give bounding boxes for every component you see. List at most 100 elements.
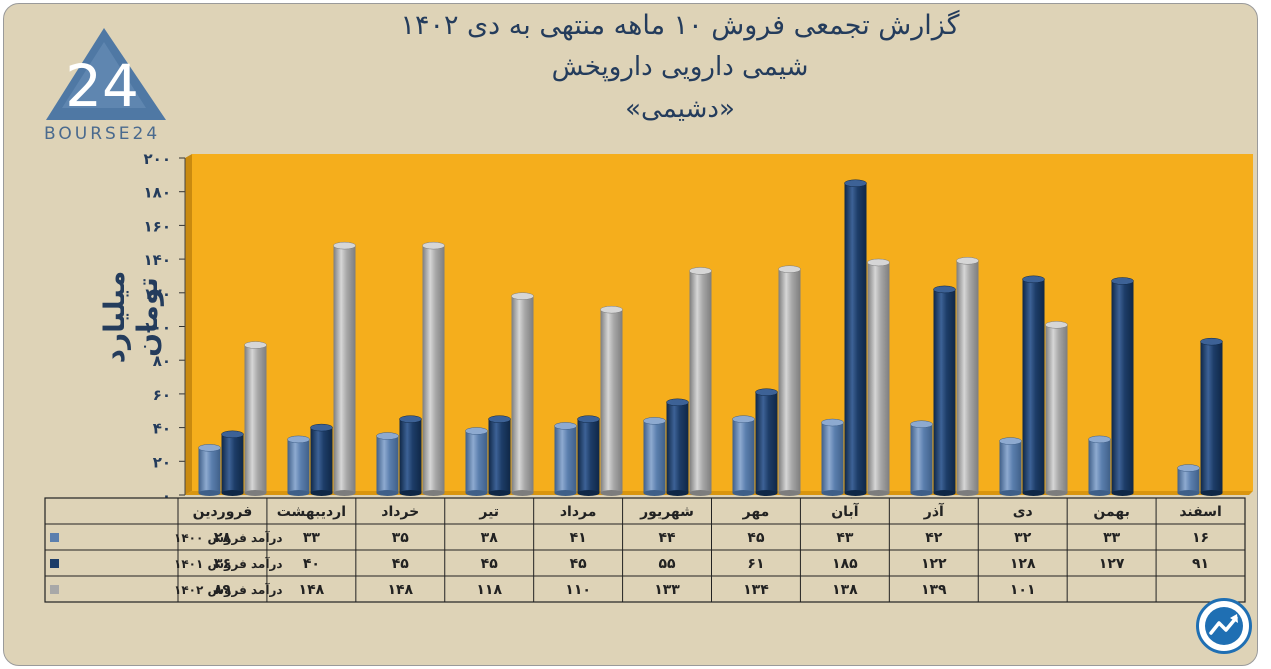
bar-cap (867, 258, 890, 267)
bar (287, 439, 310, 493)
bar (933, 289, 956, 493)
legend-label: درآمد فروش ۱۴۰۱ (174, 556, 283, 572)
bar-base (1088, 490, 1111, 496)
bar-base (244, 490, 267, 496)
bar-cap (198, 444, 221, 452)
category-label: اسفند (1179, 504, 1221, 520)
data-label: ۴۴ (658, 530, 676, 546)
bar-base (689, 490, 712, 496)
y-tick-label: ۶۰ (153, 386, 171, 404)
category-label: مهر (742, 504, 770, 520)
bar-cap (465, 427, 488, 435)
bar (778, 269, 801, 493)
data-label: ۱۲۷ (1099, 556, 1125, 572)
bar-base (554, 490, 577, 496)
bar-cap (511, 292, 534, 300)
bar-cap (821, 418, 844, 427)
bar (821, 422, 844, 493)
bar-base (933, 490, 956, 496)
bar-base (310, 490, 333, 496)
bar-base (643, 490, 666, 496)
data-label: ۳۸ (481, 530, 499, 546)
data-label: ۱۴۸ (387, 582, 413, 598)
trend-arrow-icon (1205, 607, 1243, 645)
bar (310, 427, 333, 493)
bar (422, 245, 445, 493)
data-label: ۱۳۸ (832, 582, 858, 598)
bar-cap (376, 432, 399, 440)
y-tick-label: ۸۰ (153, 352, 171, 370)
bar (1022, 279, 1045, 493)
bar (732, 419, 755, 493)
bar (755, 392, 778, 493)
logo-text: BOURSE24 (44, 124, 161, 144)
data-label: ۴۵ (570, 556, 588, 572)
bar-base (778, 490, 801, 496)
bar-base (999, 490, 1022, 496)
bar-base (198, 490, 221, 496)
bar (600, 309, 623, 493)
data-label: ۳۵ (392, 530, 410, 546)
y-tick-label: ۴۰ (153, 420, 171, 438)
bar-cap (1200, 337, 1223, 346)
bar-cap (333, 241, 356, 250)
bar-cap (554, 422, 577, 430)
bourse24-logo-icon: 24 (46, 28, 166, 120)
plot-area (192, 154, 1253, 491)
data-label: ۱۸۵ (832, 556, 858, 572)
bar-cap (910, 420, 933, 428)
bar (1200, 341, 1223, 493)
y-tick-label: ۰ (162, 487, 171, 505)
data-label: ۴۰ (303, 556, 320, 572)
bar (376, 436, 399, 493)
data-label: ۵۵ (658, 556, 676, 572)
y-tick-label: ۱۴۰ (144, 251, 171, 269)
bar-cap (999, 437, 1022, 445)
bar-cap (244, 341, 267, 349)
y-tick-label: ۲۰ (153, 453, 171, 471)
y-tick-label: ۱۸۰ (144, 184, 171, 202)
y-tick-label: ۱۰۰ (144, 319, 171, 337)
data-label: ۴۱ (570, 530, 587, 546)
chart-title: گزارش تجمعی فروش ۱۰ ماهه منتهی به دی ۱۴۰… (400, 10, 960, 41)
data-label: ۱۱۰ (565, 582, 591, 598)
bar-cap (488, 415, 511, 423)
bar-cap (310, 423, 333, 432)
data-label: ۱۶ (1192, 530, 1209, 546)
data-label: ۱۰۱ (1010, 582, 1036, 598)
bar-cap (778, 265, 801, 273)
data-label: ۱۱۸ (476, 582, 502, 598)
data-label: ۲۸ (214, 530, 232, 546)
legend-label: درآمد فروش ۱۴۰۰ (174, 530, 283, 546)
bar (867, 262, 890, 493)
trend-logo-button[interactable] (1196, 598, 1252, 654)
chart-subtitle: شیمی دارویی داروپخش (551, 52, 809, 82)
bar-base (910, 490, 933, 496)
bar-cap (287, 435, 310, 444)
data-label: ۱۳۳ (654, 582, 680, 598)
data-label: ۱۲۲ (921, 556, 947, 572)
data-label: ۴۵ (481, 556, 499, 572)
bar-base (488, 490, 511, 496)
bar (844, 183, 867, 493)
bar-base (1200, 490, 1223, 496)
bar (666, 402, 689, 493)
bar-base (666, 490, 689, 496)
data-label: ۳۲ (1014, 530, 1032, 546)
bar-base (600, 490, 623, 496)
bar (910, 424, 933, 493)
category-label: شهریور (639, 504, 694, 520)
bar-base (1045, 490, 1068, 496)
category-label: خرداد (381, 504, 419, 520)
bar (1045, 324, 1068, 493)
y-tick-label: ۲۰۰ (144, 150, 171, 168)
category-label: مرداد (560, 504, 597, 520)
bar (511, 296, 534, 493)
y-tick-label: ۱۶۰ (144, 217, 171, 235)
bar (643, 420, 666, 493)
bar (1088, 439, 1111, 493)
data-label: ۱۳۴ (743, 582, 769, 598)
bar (221, 434, 244, 493)
category-label: فروردین (193, 504, 253, 520)
